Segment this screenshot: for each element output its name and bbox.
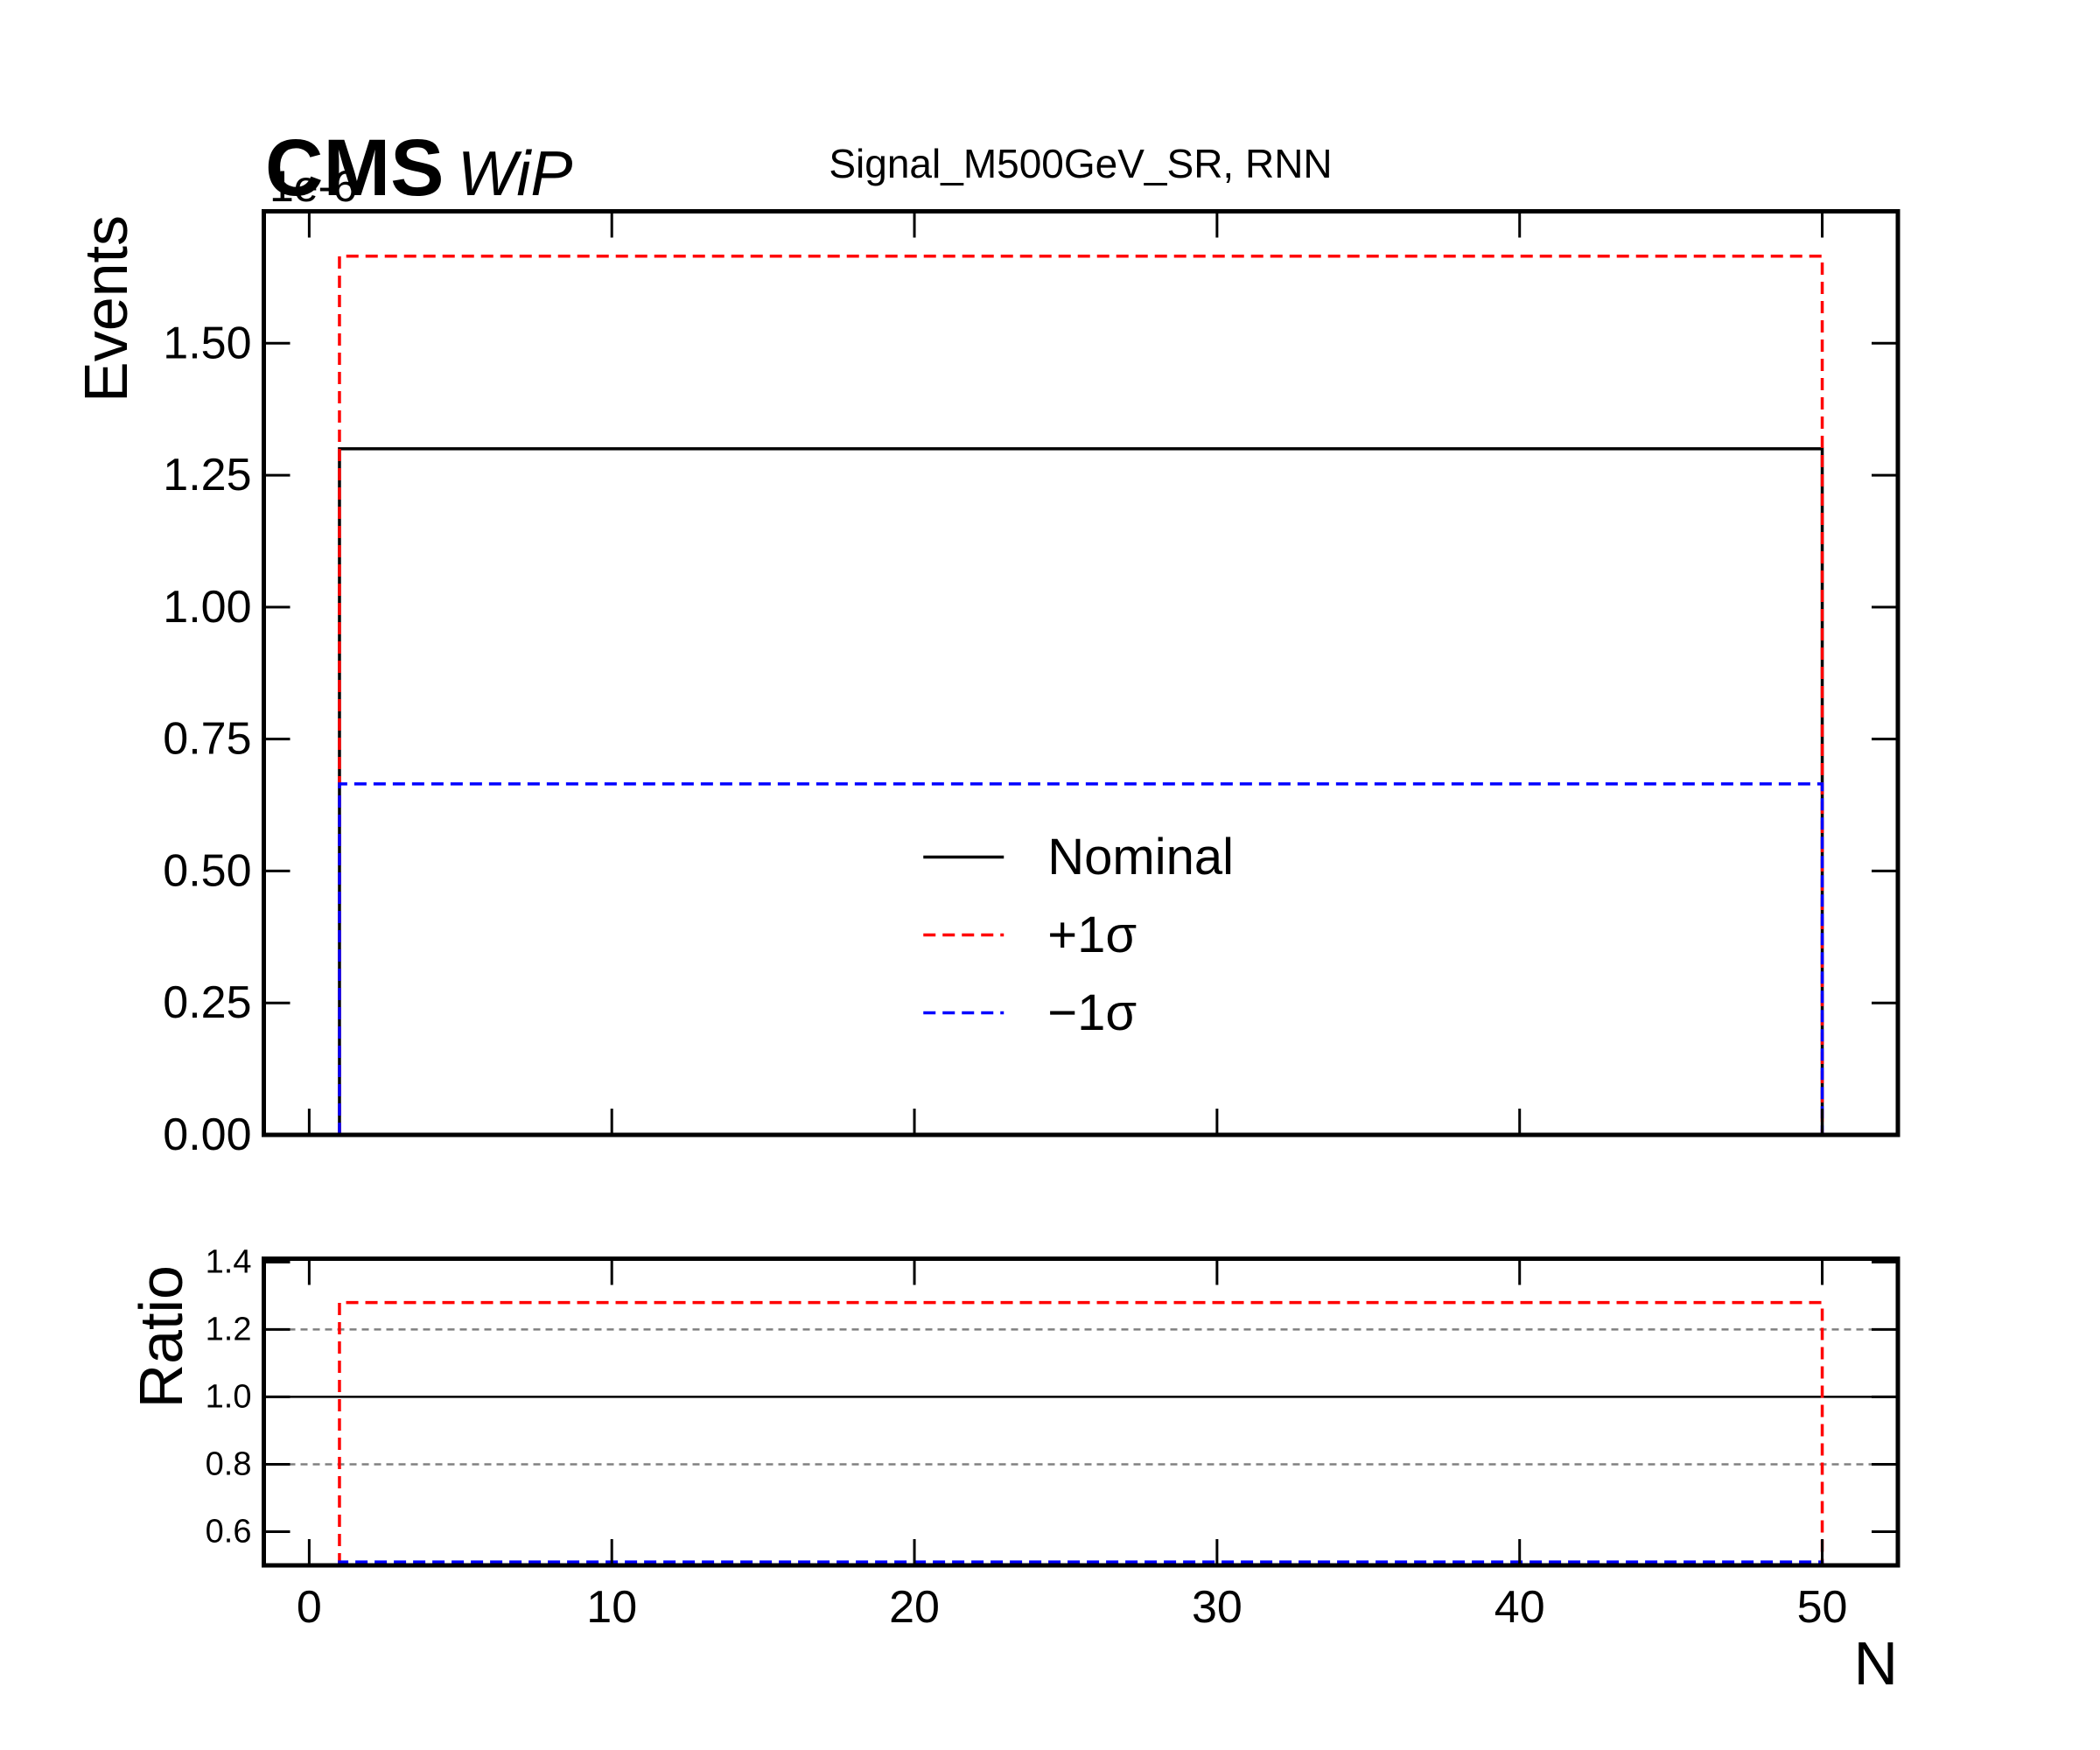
experiment-label: CMS	[265, 123, 444, 213]
legend-label: Nominal	[1047, 829, 1234, 886]
x-axis-label: N	[1853, 1629, 1898, 1698]
axes-frame	[262, 1256, 1900, 1568]
legend-label: −1σ	[1047, 984, 1137, 1041]
legend-label: +1σ	[1047, 906, 1137, 963]
chart-title: Signal_M500GeV_SR, RNN	[829, 141, 1332, 186]
histogram-step	[338, 255, 1824, 1135]
x-tick-label: 0	[297, 1582, 322, 1633]
y-tick-label: 1.00	[163, 582, 251, 633]
x-tick-label: 50	[1797, 1582, 1848, 1633]
y-tick-label: 0.6	[206, 1513, 252, 1550]
x-tick-label: 40	[1494, 1582, 1545, 1633]
y-tick-label: 0.8	[206, 1446, 252, 1482]
y-axis-label: Ratio	[127, 1265, 195, 1408]
x-tick-label: 10	[586, 1582, 637, 1633]
axes-frame	[262, 209, 1900, 1138]
x-tick-label: 30	[1192, 1582, 1242, 1633]
histogram-step	[338, 782, 1824, 1135]
offset-label: 1e-6	[270, 162, 357, 211]
y-tick-label: 1.25	[163, 450, 251, 500]
histogram-step	[338, 1300, 1824, 1565]
y-tick-label: 0.00	[163, 1110, 251, 1160]
y-tick-label: 0.25	[163, 977, 251, 1028]
y-tick-label: 1.50	[163, 318, 251, 368]
y-tick-label: 0.75	[163, 714, 251, 765]
y-tick-label: 1.0	[206, 1378, 252, 1415]
x-tick-label: 20	[889, 1582, 940, 1633]
status-label: WiP	[458, 139, 572, 209]
y-tick-label: 1.2	[206, 1311, 252, 1348]
y-tick-label: 0.50	[163, 845, 251, 896]
y-tick-label: 1.4	[206, 1243, 252, 1280]
y-axis-label: Events	[72, 215, 140, 402]
